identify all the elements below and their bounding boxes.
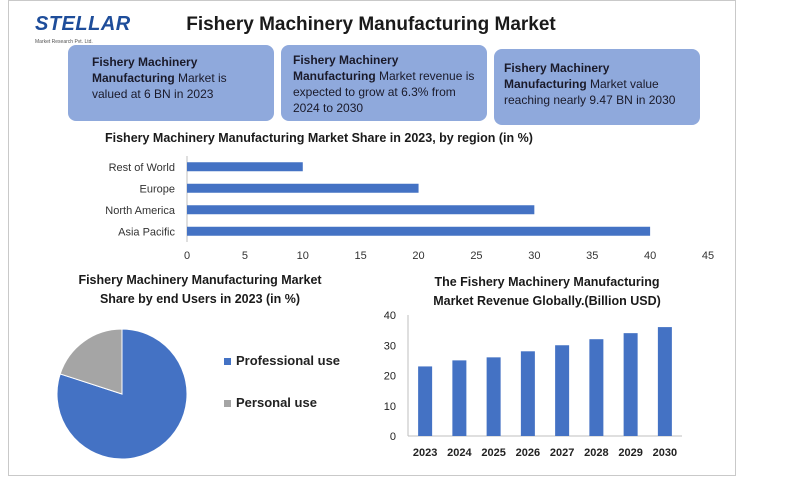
brand-tagline: Market Research Pvt. Ltd. xyxy=(35,39,93,45)
brand-logo: STELLAR Market Research Pvt. Ltd. xyxy=(31,9,130,51)
x-tick-label: 10 xyxy=(297,250,309,262)
x-tick-label: 2029 xyxy=(618,447,642,459)
bar xyxy=(187,226,651,236)
pie-chart-title-line2: Share by end Users in 2023 (in %) xyxy=(99,292,301,306)
bar xyxy=(187,205,535,215)
x-tick-label: 30 xyxy=(528,250,540,262)
y-tick-label: 0 xyxy=(390,431,396,443)
bar xyxy=(452,360,467,436)
category-label: Europe xyxy=(140,183,175,195)
card-text: Market is valued at 6 BN in 2023 xyxy=(92,71,227,101)
legend-swatch xyxy=(224,358,231,365)
x-tick-label: 0 xyxy=(184,250,190,262)
revenue-chart-title-line2: Market Revenue Globally.(Billion USD) xyxy=(433,294,661,308)
legend-swatch xyxy=(224,400,231,407)
x-tick-label: 2028 xyxy=(584,447,608,459)
card-text: Market value reaching nearly 9.47 BN in … xyxy=(504,77,676,107)
info-card-forecast: Fishery Machinery Manufacturing Market v… xyxy=(494,49,700,125)
y-tick-label: 20 xyxy=(384,371,396,383)
bar xyxy=(187,162,303,172)
legend-label: Professional use xyxy=(236,353,340,368)
bar xyxy=(418,366,433,436)
x-tick-label: 2025 xyxy=(481,447,505,459)
card-bold-text: Fishery Machinery Manufacturing xyxy=(92,55,198,85)
page-title: Fishery Machinery Manufacturing Market xyxy=(186,14,556,35)
pie-slice xyxy=(59,328,123,395)
y-tick-label: 40 xyxy=(384,310,396,322)
end-user-share-chart: Professional use Personal use xyxy=(56,328,340,460)
info-card-growth: Fishery Machinery Manufacturing Market r… xyxy=(281,45,487,121)
pie-slice xyxy=(56,328,188,460)
pie-chart-title-line1: Fishery Machinery Manufacturing Market xyxy=(78,273,322,287)
bar xyxy=(555,345,570,436)
x-tick-label: 2024 xyxy=(447,447,472,459)
bar xyxy=(589,339,604,436)
x-tick-label: 40 xyxy=(644,250,656,262)
card-text: Market revenue is expected to grow at 6.… xyxy=(293,69,475,115)
revenue-chart-title: The Fishery Machinery Manufacturing Mark… xyxy=(392,273,702,311)
x-tick-label: 5 xyxy=(242,250,248,262)
brand-name: STELLAR xyxy=(35,13,131,35)
x-tick-label: 2030 xyxy=(653,447,677,459)
category-label: Rest of World xyxy=(109,162,175,174)
category-label: North America xyxy=(105,205,176,217)
info-card-market-value: Fishery Machinery Manufacturing Market i… xyxy=(68,45,274,121)
x-tick-label: 2023 xyxy=(413,447,437,459)
x-tick-label: 20 xyxy=(412,250,424,262)
x-tick-label: 2027 xyxy=(550,447,574,459)
bar xyxy=(187,183,419,193)
category-label: Asia Pacific xyxy=(118,226,175,238)
x-tick-label: 45 xyxy=(702,250,714,262)
card-bold-text: Fishery Machinery Manufacturing xyxy=(504,61,610,91)
card-bold-text: Fishery Machinery Manufacturing xyxy=(293,53,399,83)
revenue-chart-title-line1: The Fishery Machinery Manufacturing xyxy=(434,275,660,289)
bar xyxy=(657,327,672,436)
pie-chart-title: Fishery Machinery Manufacturing Market S… xyxy=(40,271,360,309)
x-tick-label: 25 xyxy=(470,250,482,262)
x-tick-label: 35 xyxy=(586,250,598,262)
x-tick-label: 15 xyxy=(355,250,367,262)
y-tick-label: 30 xyxy=(384,340,396,352)
bar xyxy=(486,357,501,436)
x-tick-label: 2026 xyxy=(516,447,540,459)
region-share-chart: Rest of World Europe North America Asia Pac… xyxy=(105,156,714,262)
legend-label: Personal use xyxy=(236,395,317,410)
bar xyxy=(520,351,535,436)
y-tick-label: 10 xyxy=(384,401,396,413)
region-chart-title: Fishery Machinery Manufacturing Market S… xyxy=(105,131,533,145)
bar xyxy=(623,333,638,436)
